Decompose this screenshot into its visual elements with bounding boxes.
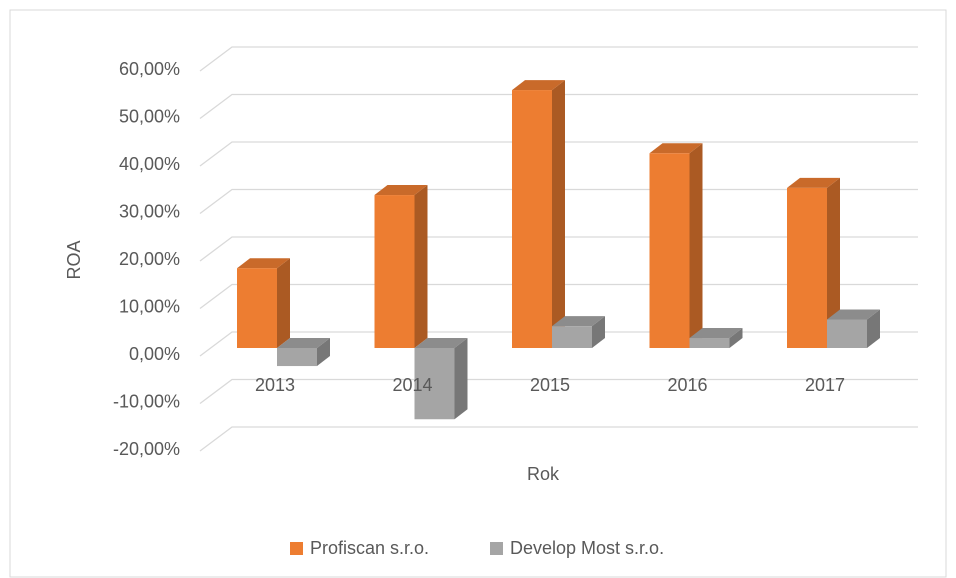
bar-side	[277, 258, 290, 348]
grid-line	[199, 141, 918, 167]
y-tick-label: 60,00%	[119, 59, 180, 79]
y-tick-label: -20,00%	[113, 439, 180, 459]
legend-label: Profiscan s.r.o.	[310, 538, 429, 558]
bar-top	[277, 338, 330, 348]
y-tick-label: 50,00%	[119, 106, 180, 126]
bar	[237, 268, 277, 348]
y-axis-title: ROA	[64, 240, 84, 279]
grid-line	[199, 426, 918, 452]
bar-top	[237, 258, 290, 269]
bar	[689, 338, 730, 348]
x-tick-label: 2015	[530, 375, 570, 395]
x-tick-label: 2017	[805, 375, 845, 395]
bar-top	[649, 143, 703, 154]
grid-line	[199, 93, 918, 120]
y-tick-label: 30,00%	[119, 201, 180, 221]
y-tick-label: 0,00%	[129, 344, 180, 364]
bar-side	[689, 143, 703, 348]
bar-top	[374, 185, 428, 196]
y-tick-label: 20,00%	[119, 249, 180, 269]
bar	[827, 319, 867, 348]
bar	[414, 348, 455, 420]
bar-side	[552, 80, 565, 348]
bar	[277, 348, 317, 367]
legend-swatch	[490, 542, 503, 555]
bar	[374, 195, 415, 348]
y-tick-label: 10,00%	[119, 296, 180, 316]
bar-side	[317, 338, 330, 367]
bar-top	[827, 309, 880, 320]
bar-side	[867, 309, 880, 348]
bar	[649, 153, 690, 348]
y-tick-label: -10,00%	[113, 391, 180, 411]
bar-top	[689, 328, 743, 339]
bar	[787, 187, 827, 348]
bar-top	[512, 80, 565, 91]
x-tick-label: 2016	[667, 375, 707, 395]
grid-line	[199, 46, 918, 72]
bar-top	[414, 338, 468, 348]
bar	[512, 90, 552, 348]
bar-top	[552, 316, 605, 327]
bar-side	[729, 328, 743, 348]
bar-side	[592, 316, 605, 348]
x-tick-label: 2013	[255, 375, 295, 395]
bar-top	[787, 177, 840, 188]
bar-side	[827, 177, 840, 348]
bar-side	[454, 338, 468, 420]
legend-label: Develop Most s.r.o.	[510, 538, 664, 558]
y-tick-label: 40,00%	[119, 154, 180, 174]
bar-side	[414, 185, 428, 348]
legend-swatch	[290, 542, 303, 555]
x-tick-label: 2014	[392, 375, 432, 395]
x-axis-title: Rok	[527, 464, 560, 484]
grid-line	[199, 378, 918, 405]
bar	[552, 326, 592, 348]
